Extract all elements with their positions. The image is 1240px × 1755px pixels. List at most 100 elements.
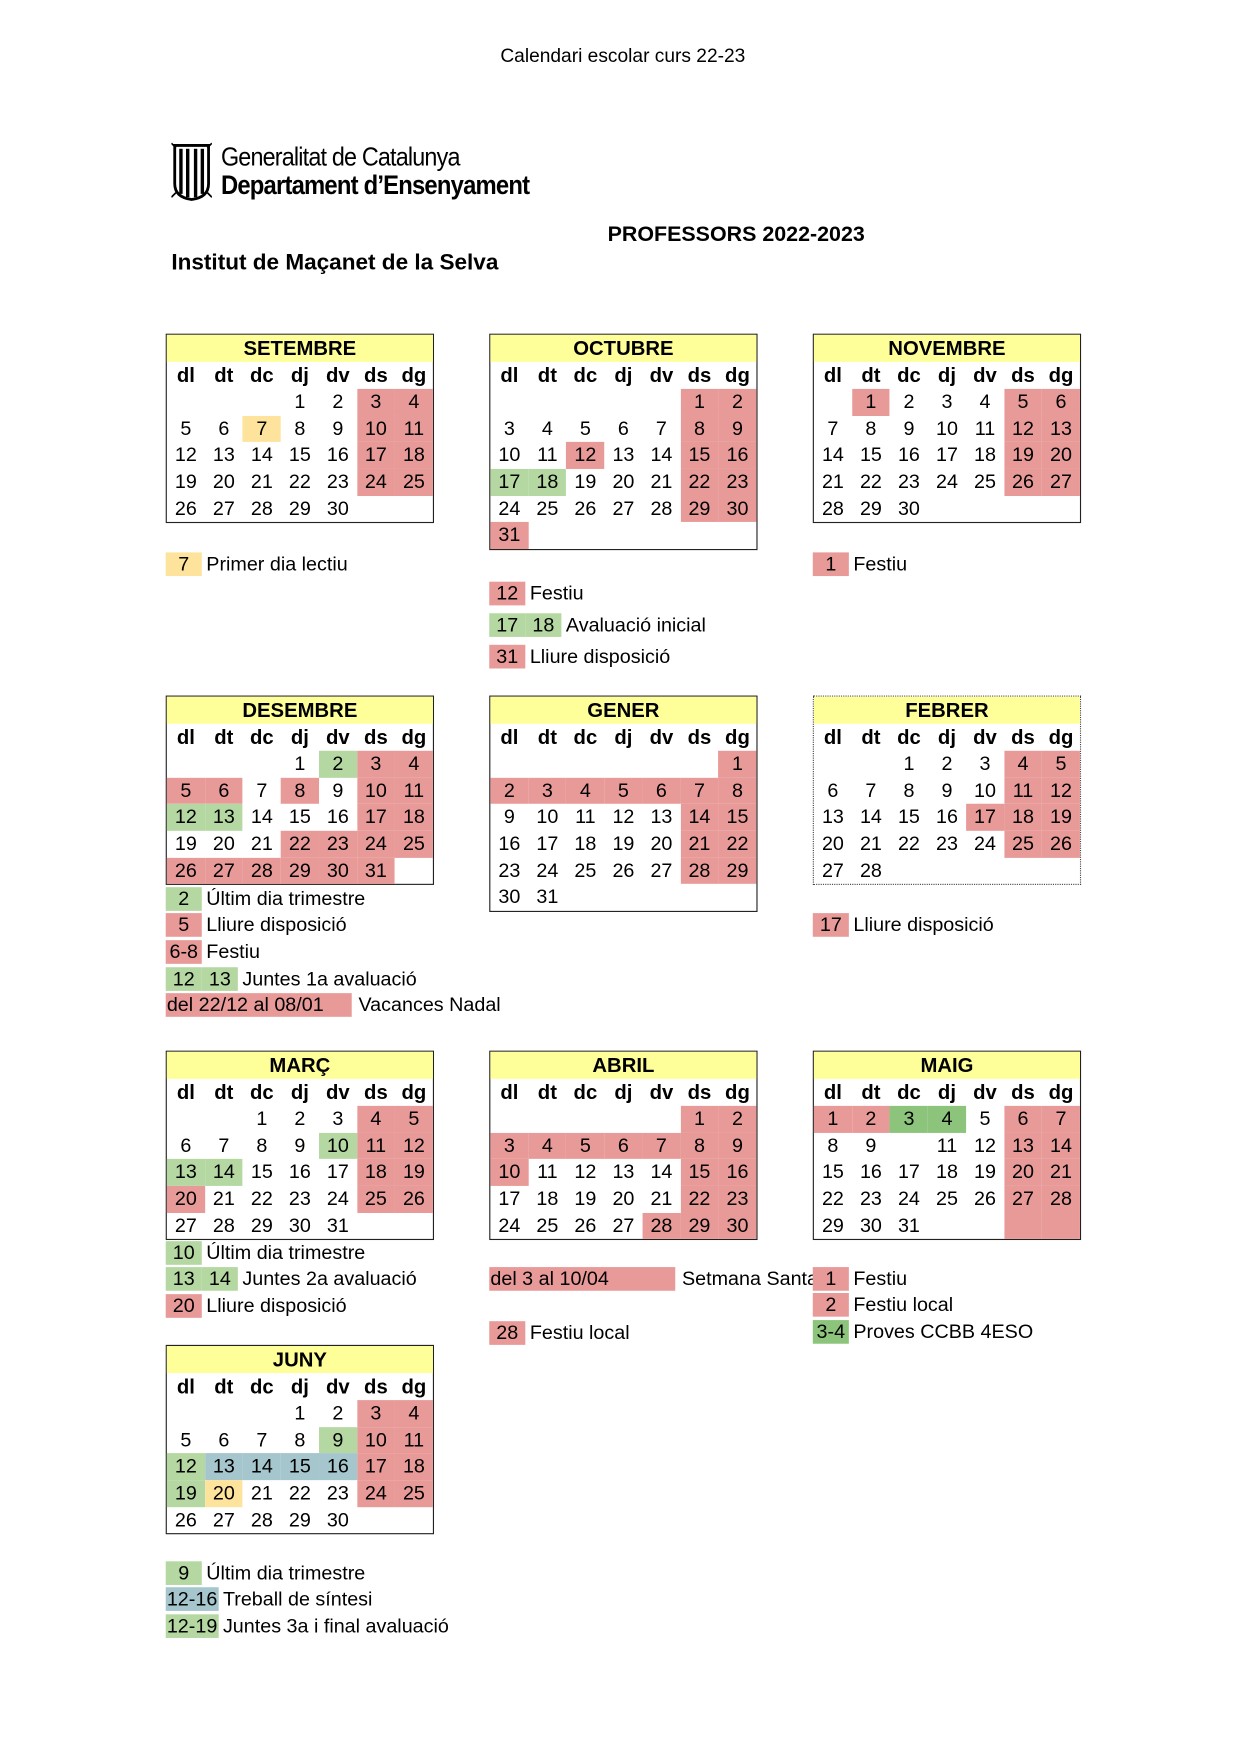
day-cell: 1: [718, 750, 757, 778]
week-row: 17 18 19 20 21 22 23: [490, 469, 757, 496]
day-cell: 9: [318, 1426, 357, 1454]
day-cell: 26: [174, 496, 197, 520]
legend-swatch: 9: [165, 1560, 202, 1585]
day-cell: 4: [927, 1105, 966, 1133]
week-row: 19 20 21 22 23 24 25: [167, 469, 433, 496]
weekday-dc: dc: [573, 1081, 598, 1104]
legend-swatch: 12: [489, 581, 526, 605]
day-cell: 7: [865, 778, 877, 802]
legend-label: Lliure disposició: [529, 644, 671, 667]
week-row: 9 10 11 12 13 14 15: [490, 804, 757, 831]
day-cell: 8: [280, 777, 319, 805]
day-cell: 27: [174, 1213, 197, 1237]
day-cell: 14: [242, 1453, 281, 1481]
empty-cell: [928, 858, 966, 885]
logo-line-1: Generalitat de Catalunya: [220, 142, 460, 172]
week-row: 10 11 12 13 14 15 16: [490, 1159, 757, 1186]
weekday-dv: dv: [326, 364, 350, 387]
day-cell: 3: [979, 751, 991, 775]
day-cell: 21: [680, 830, 719, 858]
empty-cell: [1004, 858, 1042, 885]
day-cell: 4: [979, 390, 991, 413]
day-cell: 12: [566, 442, 605, 470]
day-cell: 2: [718, 388, 757, 416]
day-cell: 22: [897, 832, 920, 855]
day-cell: 2: [318, 750, 357, 778]
weekday-dj: dj: [614, 364, 633, 387]
day-cell: 8: [256, 1133, 268, 1157]
empty-cell: [395, 496, 433, 523]
day-cell: 6: [642, 777, 681, 805]
day-cell: 19: [973, 1160, 996, 1183]
week-row: 21 22 23 24 25 26 27: [814, 469, 1080, 496]
day-cell: 16: [935, 805, 958, 828]
empty-cell: [1042, 496, 1080, 523]
day-cell: 24: [897, 1187, 920, 1210]
empty-cell: [604, 884, 642, 911]
document-title: Calendari escolar curs 22-23: [500, 45, 746, 67]
day-cell: 29: [821, 1213, 844, 1237]
legend-swatch: 14: [201, 1267, 238, 1291]
weekday-dg: dg: [1048, 364, 1074, 387]
legend-swatch: 5: [165, 913, 202, 937]
day-cell: 30: [897, 496, 920, 520]
day-cell: 25: [574, 858, 597, 882]
month-title: GENER: [490, 696, 757, 724]
empty-cell: [528, 751, 566, 778]
day-cell: 7: [642, 1132, 681, 1160]
weekday-dv: dv: [649, 364, 674, 387]
weekday-ds: ds: [364, 725, 388, 749]
legend-label: Festiu: [206, 940, 261, 963]
generalitat-logo: Generalitat de Catalunya Departament d’E…: [171, 141, 571, 202]
day-cell: 8: [680, 1132, 719, 1160]
legend-label: Lliure disposició: [206, 913, 347, 936]
day-cell: 29: [718, 857, 757, 885]
day-cell: 20: [204, 1480, 243, 1507]
day-cell: 8: [827, 1133, 839, 1157]
day-cell: 24: [356, 469, 395, 496]
empty-cell: [966, 1213, 1004, 1240]
empty-cell: [528, 522, 566, 549]
day-cell: 15: [821, 1160, 844, 1183]
day-cell: 26: [973, 1187, 996, 1210]
weekday-header: dl dt dc dj dv ds dg: [814, 1079, 1080, 1106]
day-cell: 1: [294, 1401, 306, 1424]
day-cell: 27: [650, 858, 673, 882]
legend-swatch: 3-4: [812, 1319, 849, 1344]
day-cell: 11: [537, 443, 558, 466]
legend-swatch: 12-16: [165, 1587, 219, 1612]
day-cell: 12: [394, 1132, 433, 1160]
day-cell: 15: [680, 1159, 719, 1186]
day-cell: 27: [612, 496, 635, 520]
day-cell: 8: [865, 416, 877, 440]
legend-swatch: 7: [165, 551, 202, 576]
day-cell: 2: [332, 390, 344, 413]
day-cell: 2: [490, 777, 529, 805]
month-octubre: OCTUBRE dl dt dc dj dv ds dg 1 2 3 4 5 6 7 8 9 10 11 12 13 14…: [489, 333, 758, 551]
day-cell: 22: [680, 469, 719, 496]
day-cell: 26: [574, 1213, 597, 1237]
day-cell: 25: [356, 1185, 395, 1213]
day-cell: 20: [1041, 442, 1080, 470]
weekday-dt: dt: [861, 1081, 881, 1104]
weekday-dc: dc: [573, 725, 598, 749]
day-cell: 7: [242, 415, 281, 443]
day-cell: 15: [250, 1160, 273, 1183]
legend-item: 7 Primer dia lectiu: [165, 550, 348, 577]
weekday-dt: dt: [537, 1081, 557, 1104]
weekday-dg: dg: [725, 1081, 750, 1104]
day-cell: 21: [650, 470, 673, 493]
empty-cell: [680, 884, 718, 911]
day-cell: 19: [574, 1187, 597, 1210]
day-cell: 5: [1003, 388, 1042, 416]
empty-cell: [167, 1400, 205, 1427]
empty-cell: [566, 751, 604, 778]
day-cell: 11: [575, 805, 596, 828]
day-cell: 30: [326, 1508, 349, 1531]
day-cell: 23: [318, 830, 357, 858]
day-cell: 27: [212, 496, 235, 520]
day-cell: 17: [356, 1453, 395, 1481]
day-cell: 1: [813, 1105, 852, 1133]
day-cell: 19: [1041, 804, 1080, 831]
